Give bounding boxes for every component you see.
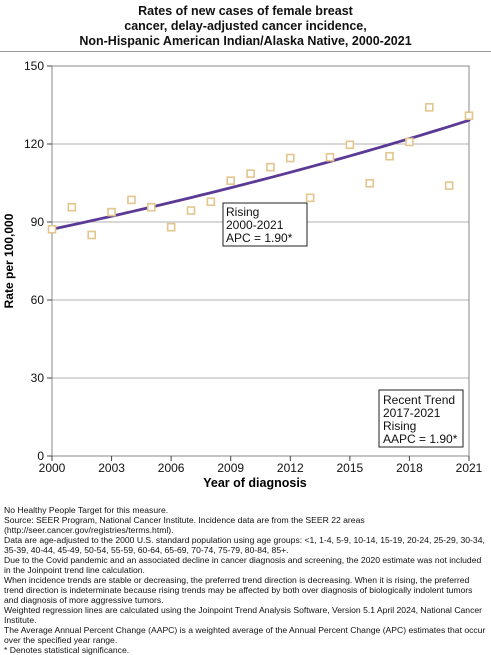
data-point-2010: [246, 169, 255, 178]
footnote-healthy-people: No Healthy People Target for this measur…: [4, 505, 169, 515]
trend-box-main: Rising 2000-2021 APC = 1.90*: [222, 202, 308, 247]
data-point-2017: [385, 151, 394, 161]
footnote-source: Source: SEER Program, National Cancer In…: [4, 515, 365, 535]
data-point-2013: [305, 193, 315, 203]
chart-title-line-2: cancer, delay-adjusted cancer incidence,: [124, 19, 367, 33]
footnote-significance: * Denotes statistical significance.: [4, 645, 130, 655]
y-tick-label-0: 0: [37, 449, 44, 463]
data-point-2005: [146, 202, 156, 212]
x-tick-label-2003: 2003: [98, 461, 125, 475]
trend-box-recent-heading: Recent Trend: [383, 393, 455, 407]
plot-area-frame: [51, 65, 470, 457]
x-tick-label-2012: 2012: [277, 461, 304, 475]
x-tick-label-2006: 2006: [158, 461, 185, 475]
trend-line: [50, 118, 471, 231]
data-point-2002: [87, 230, 97, 240]
y-tick-label-30: 30: [31, 371, 45, 385]
footnote-joinpoint: Weighted regression lines are calculated…: [4, 605, 483, 625]
data-point-2015: [345, 140, 355, 150]
footnote-aapc: The Average Annual Percent Change (AAPC)…: [4, 625, 486, 645]
data-point-2019: [424, 103, 434, 112]
title-divider: [0, 51, 491, 52]
data-point-2020: [444, 181, 454, 190]
x-tick-label-2009: 2009: [217, 461, 244, 475]
data-point-2014: [325, 152, 335, 162]
trend-box-main-apc: APC = 1.90*: [226, 231, 293, 245]
data-point-2021: [464, 111, 474, 120]
chart-title-line-1: Rates of new cases of female breast: [138, 4, 353, 18]
data-point-2011: [266, 162, 275, 172]
x-axis-ticks: 2000 2003 2006 2009 2012 2015 2018 2021: [39, 456, 483, 475]
footnote-covid: Due to the Covid pandemic and an associa…: [4, 555, 482, 575]
x-tick-label-2015: 2015: [337, 461, 364, 475]
data-point-2018: [405, 137, 414, 147]
y-tick-label-90: 90: [31, 215, 45, 229]
data-point-2000: [47, 224, 57, 234]
chart-title-line-3: Non-Hispanic American Indian/Alaska Nati…: [79, 34, 412, 48]
footnotes: No Healthy People Target for this measur…: [4, 505, 488, 655]
observed-points: [47, 103, 474, 240]
trend-box-recent-frame: [378, 389, 464, 448]
trend-box-recent-direction: Rising: [383, 419, 416, 433]
data-point-2004: [127, 195, 136, 205]
x-tick-label-2000: 2000: [39, 461, 66, 475]
x-axis-label: Year of diagnosis: [203, 476, 307, 490]
data-point-2003: [107, 207, 116, 217]
y-axis-label: Rate per 100,000: [2, 213, 16, 308]
y-axis-ticks: 0 30 60 90 120 150: [24, 59, 52, 463]
y-tick-label-60: 60: [31, 293, 45, 307]
chart-title: Rates of new cases of female breast canc…: [0, 4, 491, 49]
data-point-2016: [365, 178, 375, 188]
trend-box-main-years: 2000-2021: [226, 218, 284, 232]
data-point-2001: [67, 202, 77, 212]
data-point-2007: [186, 206, 196, 215]
data-point-2008: [206, 197, 216, 207]
footnote-age-adjustment: Data are age-adjusted to the 2000 U.S. s…: [4, 535, 485, 555]
x-tick-label-2018: 2018: [396, 461, 423, 475]
data-point-2009: [226, 176, 236, 185]
x-tick-label-2021: 2021: [456, 461, 483, 475]
trend-box-main-frame: [222, 202, 308, 247]
trend-box-recent: Recent Trend 2017-2021 Rising AAPC = 1.9…: [378, 389, 464, 448]
trend-box-recent-aapc: AAPC = 1.90*: [383, 432, 458, 446]
y-tick-label-150: 150: [24, 59, 44, 73]
footnote-trend-direction: When incidence trends are stable or decr…: [4, 575, 473, 605]
trend-box-main-direction: Rising: [226, 205, 259, 219]
data-point-2012: [285, 153, 295, 163]
data-point-2006: [166, 222, 176, 232]
y-tick-label-120: 120: [24, 137, 44, 151]
trend-line-group: [50, 118, 471, 231]
trend-box-recent-years: 2017-2021: [383, 406, 441, 420]
